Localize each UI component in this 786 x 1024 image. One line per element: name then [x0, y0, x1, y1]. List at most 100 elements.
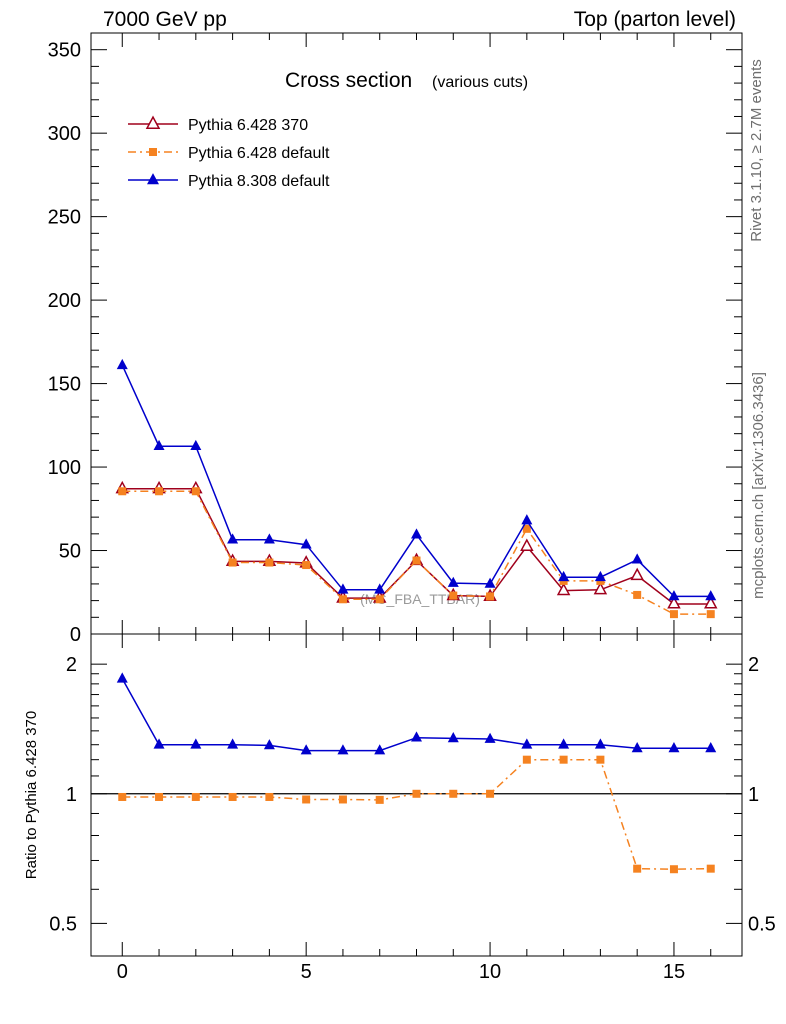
main-pythia-6-428-default-point [633, 590, 642, 599]
ratio-pythia-8-308-default-point [521, 738, 533, 749]
x-tick-label: 0 [117, 961, 128, 983]
main-pythia-8-308-default-point [631, 553, 643, 564]
main-pythia-8-308-default-point [263, 533, 275, 544]
y-tick-label: 200 [48, 290, 81, 312]
ratio-pythia-8-308-default-point [374, 744, 386, 755]
main-pythia-8-308-default-point [153, 439, 165, 451]
main-pythia-8-308-default-point [668, 590, 680, 601]
ratio-pythia-6-428-default-point [338, 795, 347, 804]
ratio-pythia-8-308-default-point [263, 739, 275, 750]
y-tick-label: 250 [48, 207, 81, 229]
ratio-pythia-8-308-default-point [300, 744, 312, 755]
legend-swatch-marker [145, 115, 161, 129]
main-pythia-8-308-default-point [374, 583, 386, 594]
ratio-pythia-8-308-default-point [558, 738, 570, 749]
main-pythia-6-428-default-point [191, 487, 200, 496]
ratio-pythia-8-308-default-point [668, 742, 680, 753]
legend-entry: Pythia 6.428 370 [128, 115, 308, 134]
ratio-pythia-6-428-default-point [669, 865, 678, 874]
main-pythia-8-308-default-point [411, 528, 422, 539]
ratio-pythia-6-428-default-point [596, 755, 605, 764]
main-pythia-6-428-default-point [375, 595, 384, 604]
y-tick-label: 50 [59, 541, 81, 563]
main-pythia-8-308-default-point [190, 439, 202, 451]
main-pythia-6-428-default-point [265, 558, 274, 567]
main-pythia-8-308-default-point [594, 570, 606, 582]
ratio-pythia-8-308-default-point [190, 738, 202, 749]
ratio-pythia-6-428-default-point [706, 864, 715, 873]
ratio-pythia-6-428-default-point [302, 795, 311, 804]
ratio-y-tick-label-right: 2 [748, 654, 759, 676]
legend-entry: Pythia 6.428 default [128, 145, 330, 162]
ratio-frame [90, 633, 743, 957]
ratio-y-tick-label: 1 [66, 784, 77, 806]
ratio-pythia-6-428-default-line [122, 758, 711, 870]
main-pythia-8-308-default-point [558, 570, 570, 582]
main-pythia-8-308-default-point [521, 514, 533, 525]
ratio-pythia-6-428-default-point [633, 864, 642, 873]
ratio-pythia-8-308-default-point [411, 731, 422, 742]
main-pythia-8-308-default-point [705, 590, 717, 601]
ratio-pythia-8-308-default-point [116, 672, 128, 683]
main-pythia-8-308-default-point [484, 577, 496, 588]
energy-label: 7000 GeV pp [103, 8, 227, 31]
legend-swatch-marker [147, 173, 159, 185]
main-pythia-6-428-default-point [118, 487, 127, 496]
ratio-pythia-6-428-default-point [228, 792, 237, 801]
main-pythia-8-308-default-point [300, 538, 312, 549]
ratio-pythia-6-428-default-point [522, 755, 531, 764]
chart-title: Cross section [285, 69, 412, 92]
legend-swatch-marker [149, 148, 157, 156]
main-pythia-6-428-default-point [486, 592, 495, 601]
ratio-y-tick-label: 2 [66, 654, 77, 676]
main-pythia-8-308-default-point [116, 358, 128, 370]
main-pythia-8-308-default-point [227, 533, 239, 544]
main-pythia-6-428-370-point [703, 596, 718, 609]
ratio-pythia-8-308-default-point [447, 732, 459, 743]
main-pythia-6-428-370-line [122, 488, 711, 605]
main-pythia-6-428-370-point [593, 581, 608, 595]
ratio-pythia-8-308-default-point [337, 744, 349, 755]
main-pythia-6-428-default-point [522, 524, 531, 533]
ratio-pythia-6-428-default-point [155, 792, 164, 801]
ratio-pythia-6-428-default-point [486, 789, 495, 798]
y-tick-label: 100 [48, 457, 81, 479]
ratio-y-tick-label: 0.5 [49, 913, 77, 935]
ratio-pythia-8-308-default-point [594, 738, 606, 749]
x-tick-label: 15 [663, 961, 685, 983]
ratio-pythia-6-428-default-point [559, 755, 568, 764]
y-tick-label: 300 [48, 123, 81, 145]
ratio-pythia-8-308-default-point [705, 742, 717, 753]
ratio-pythia-6-428-default-point [449, 789, 458, 798]
main-pythia-6-428-default-point [412, 556, 421, 565]
y-tick-label: 0 [70, 624, 81, 646]
legend-entry: Pythia 8.308 default [128, 173, 330, 190]
main-pythia-6-428-370-point [667, 596, 681, 609]
ratio-y-tick-label-right: 1 [748, 784, 759, 806]
x-tick-label: 10 [479, 961, 501, 983]
legend-label: Pythia 8.308 default [188, 173, 330, 190]
main-pythia-6-428-370-point [630, 567, 644, 581]
chart-subtitle: (various cuts) [432, 74, 528, 91]
ratio-y-axis-label: Ratio to Pythia 6.428 370 [23, 711, 40, 879]
main-pythia-6-428-default-point [302, 561, 311, 570]
main-panel: 0 50 100 150 200 250 300 350 Cross section (vario… [48, 32, 743, 956]
ratio-y-tick-label-right: 0.5 [748, 913, 776, 935]
main-pythia-6-428-default-point [228, 558, 237, 567]
legend-label: Pythia 6.428 default [188, 145, 330, 162]
main-pythia-6-428-default-point [706, 610, 715, 619]
main-pythia-6-428-370-point [520, 538, 534, 551]
ratio-pythia-6-428-default-point [191, 792, 200, 801]
ratio-pythia-8-308-default-point [631, 742, 643, 753]
main-pythia-8-308-default-point [447, 576, 459, 587]
legend-label: Pythia 6.428 370 [188, 117, 308, 134]
main-pythia-6-428-370-point [556, 582, 571, 596]
ratio-pythia-6-428-default-point [265, 792, 274, 801]
x-tick-label: 5 [301, 961, 312, 983]
ratio-pythia-8-308-default-point [153, 738, 165, 749]
ratio-pythia-6-428-default-point [375, 795, 384, 804]
ratio-pythia-8-308-default-point [484, 732, 496, 743]
main-pythia-8-308-default-point [337, 583, 349, 594]
main-pythia-6-428-default-point [338, 595, 347, 604]
